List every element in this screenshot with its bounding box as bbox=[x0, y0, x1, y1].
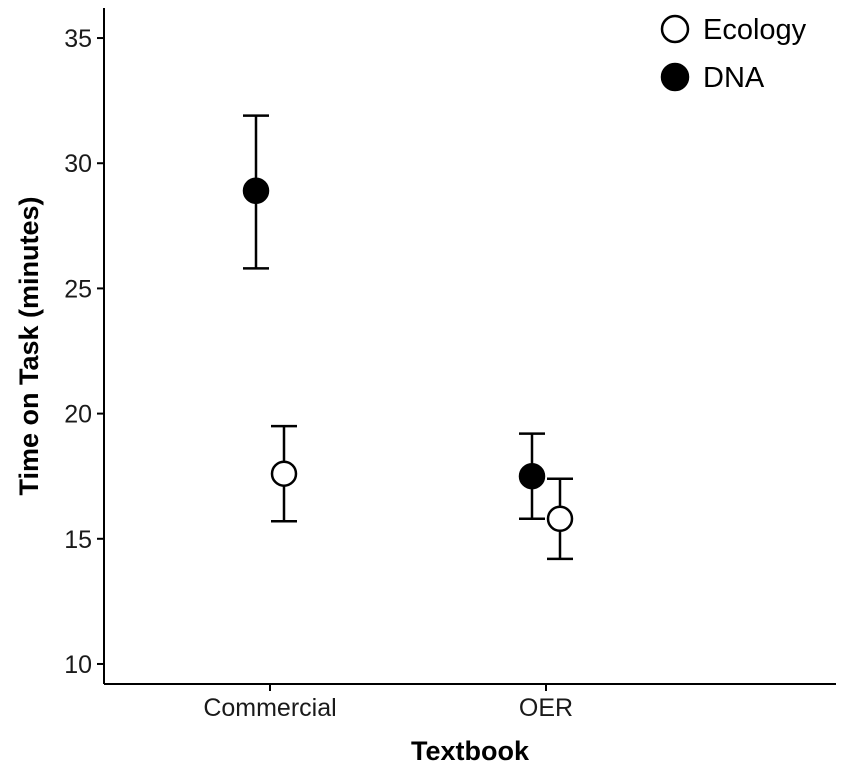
plot-area bbox=[242, 114, 574, 561]
data-point-dna bbox=[518, 462, 546, 490]
legend-label: Ecology bbox=[703, 14, 807, 46]
data-point-ecology bbox=[546, 505, 574, 533]
legend-key-ecology bbox=[660, 14, 690, 44]
x-tick-label: OER bbox=[519, 694, 573, 722]
x-tick-label: Commercial bbox=[203, 694, 336, 722]
y-tick-label: 25 bbox=[64, 275, 92, 303]
y-tick-label: 30 bbox=[64, 150, 92, 178]
y-axis-title: Time on Task (minutes) bbox=[14, 196, 44, 495]
legend-label: DNA bbox=[703, 62, 765, 94]
x-axis-title: Textbook bbox=[411, 736, 530, 766]
y-tick-label: 10 bbox=[64, 651, 92, 679]
y-tick-label: 35 bbox=[64, 25, 92, 53]
legend: Ecology DNA bbox=[660, 14, 807, 94]
data-point-dna bbox=[242, 177, 270, 205]
data-point-ecology bbox=[270, 460, 298, 487]
legend-key-dna bbox=[660, 62, 690, 92]
y-axis-ticks: 10 15 20 25 30 35 bbox=[64, 25, 104, 679]
y-tick-label: 20 bbox=[64, 401, 92, 429]
x-axis-ticks: Commercial OER bbox=[203, 684, 573, 722]
y-tick-label: 15 bbox=[64, 526, 92, 554]
